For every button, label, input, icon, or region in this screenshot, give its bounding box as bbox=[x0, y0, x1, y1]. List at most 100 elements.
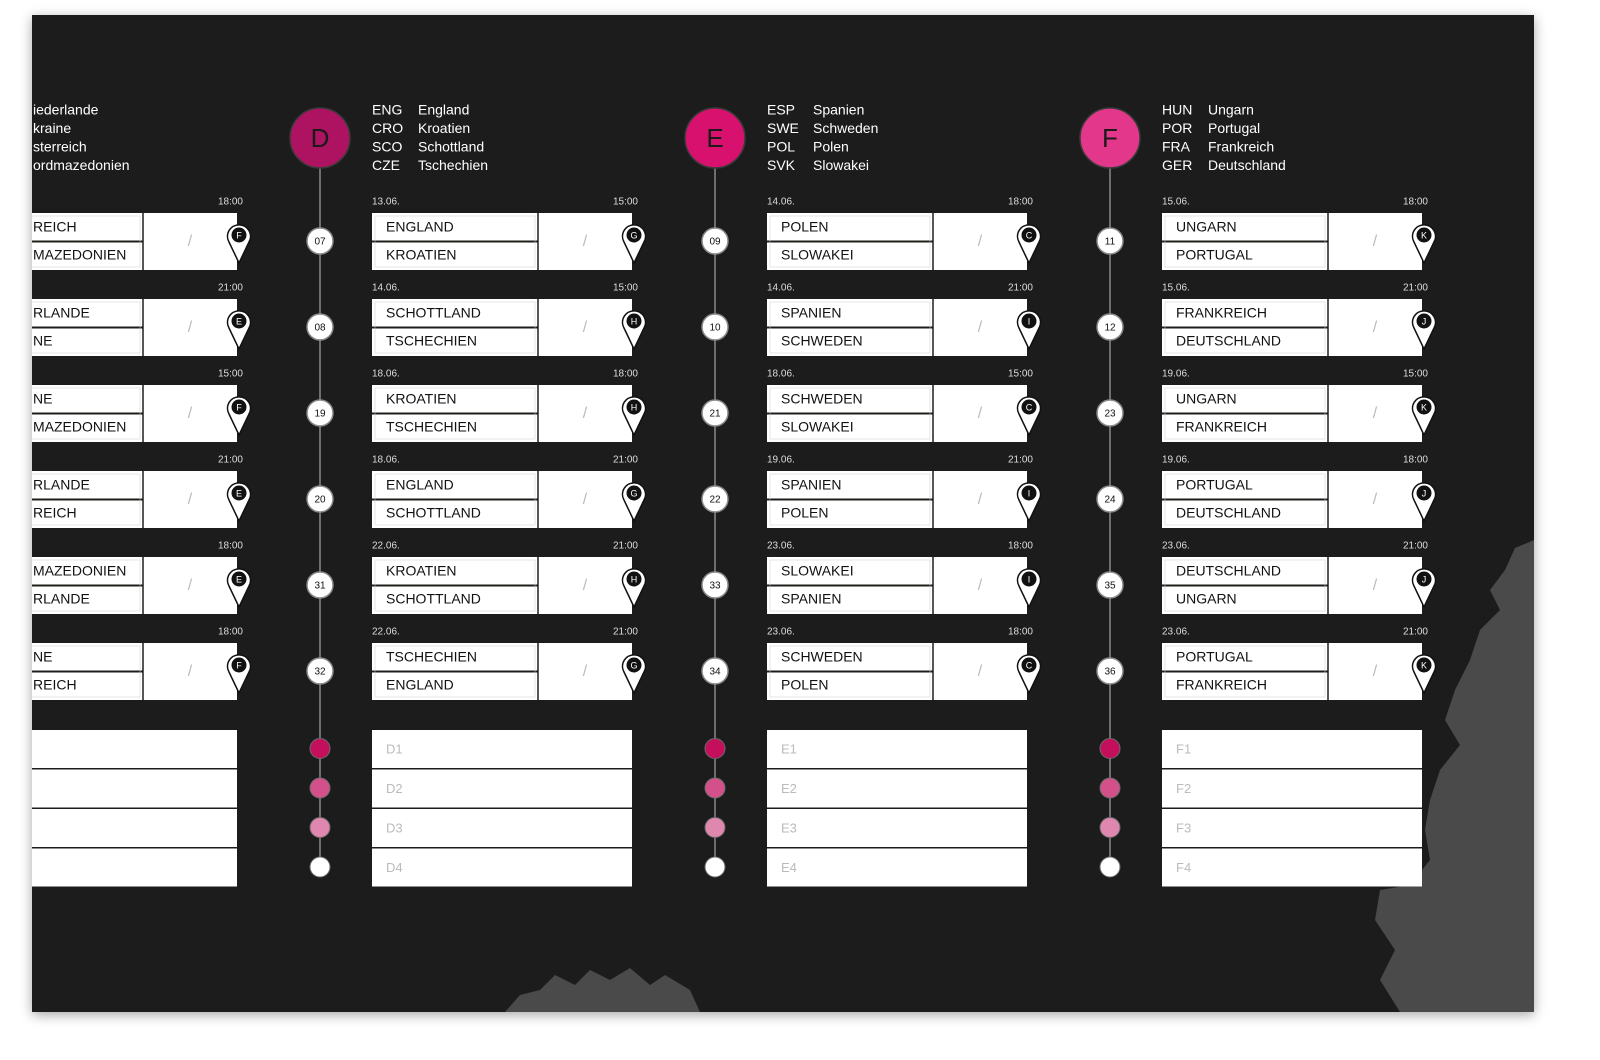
team-name: Spanien bbox=[813, 102, 864, 118]
match-date: 23.06. bbox=[1162, 541, 1190, 552]
match-date: 23.06. bbox=[767, 627, 795, 638]
match-number-badge bbox=[306, 485, 334, 513]
match-date: 15.06. bbox=[1162, 197, 1190, 208]
team-cell-outline bbox=[769, 645, 931, 698]
score-separator: / bbox=[583, 491, 588, 508]
home-team: UNGARN bbox=[1176, 391, 1237, 407]
venue-pin-dot bbox=[1021, 399, 1037, 415]
match-number: 32 bbox=[314, 667, 326, 678]
match-time: 18:00 bbox=[1008, 627, 1033, 638]
score-separator: / bbox=[188, 405, 193, 422]
standing-dot bbox=[1099, 738, 1121, 759]
home-team: PORTUGAL bbox=[1176, 649, 1253, 665]
team-name: iederlande bbox=[33, 102, 99, 118]
home-team: RLANDE bbox=[33, 477, 90, 493]
team-name: England bbox=[418, 102, 469, 118]
match-number-badge bbox=[306, 227, 334, 255]
standing-box bbox=[32, 848, 237, 887]
venue-letter: K bbox=[1421, 402, 1427, 412]
team-name: Tschechien bbox=[418, 157, 488, 173]
team-cell-outline bbox=[32, 645, 141, 698]
venue-pin-dot bbox=[626, 571, 642, 587]
score-separator: / bbox=[978, 233, 983, 250]
score-separator: / bbox=[583, 577, 588, 594]
venue-letter: G bbox=[630, 660, 637, 670]
venue-letter: G bbox=[630, 488, 637, 498]
standing-label: E3 bbox=[781, 820, 797, 835]
home-team: SCHWEDEN bbox=[781, 391, 863, 407]
away-team: DEUTSCHLAND bbox=[1176, 333, 1281, 349]
venue-letter: H bbox=[631, 316, 638, 326]
map-islands bbox=[505, 968, 700, 1012]
venue-letter: C bbox=[1026, 402, 1033, 412]
venue-pin-dot bbox=[1021, 313, 1037, 329]
schedule: iederlande kraine sterreich ordmazedonien 18… bbox=[32, 102, 1437, 887]
standing-dot bbox=[309, 738, 331, 759]
score-separator: / bbox=[188, 577, 193, 594]
match-number: 09 bbox=[709, 237, 721, 248]
match-number: 36 bbox=[1104, 667, 1116, 678]
away-team: SCHOTTLAND bbox=[386, 591, 481, 607]
home-team: RLANDE bbox=[33, 305, 90, 321]
away-team: MAZEDONIEN bbox=[33, 247, 126, 263]
score-separator: / bbox=[978, 491, 983, 508]
team-cell-outline bbox=[374, 645, 536, 698]
team-cell-outline bbox=[1164, 559, 1326, 612]
home-team: SPANIEN bbox=[781, 305, 841, 321]
standing-box bbox=[1162, 809, 1422, 847]
match-number: 19 bbox=[314, 409, 326, 420]
venue-pin-dot bbox=[1416, 399, 1432, 415]
score-separator: / bbox=[188, 491, 193, 508]
venue-pin-dot bbox=[1416, 657, 1432, 673]
home-team: ENGLAND bbox=[386, 477, 454, 493]
score-separator: / bbox=[1373, 405, 1378, 422]
team-code: ESP bbox=[767, 102, 795, 118]
match-time: 21:00 bbox=[218, 283, 243, 294]
match-date: 15.06. bbox=[1162, 283, 1190, 294]
standing-label: E4 bbox=[781, 860, 797, 875]
away-team: TSCHECHIEN bbox=[386, 419, 477, 435]
standing-dot bbox=[309, 777, 331, 799]
group-badge bbox=[289, 107, 351, 169]
venue-letter: I bbox=[1028, 488, 1031, 498]
match-time: 21:00 bbox=[613, 627, 638, 638]
match-time: 21:00 bbox=[218, 455, 243, 466]
team-code: SVK bbox=[767, 157, 796, 173]
venue-letter: J bbox=[1422, 488, 1427, 498]
venue-letter: C bbox=[1026, 230, 1033, 240]
match-time: 21:00 bbox=[1403, 283, 1428, 294]
team-cell-outline bbox=[374, 301, 536, 354]
team-cell-outline bbox=[32, 559, 141, 612]
score-separator: / bbox=[1373, 491, 1378, 508]
match-time: 15:00 bbox=[218, 369, 243, 380]
standing-box bbox=[372, 809, 632, 847]
venue-letter: F bbox=[236, 402, 242, 412]
match-number-badge bbox=[701, 571, 729, 599]
venue-pin-dot bbox=[231, 571, 247, 587]
match-date: 22.06. bbox=[372, 541, 400, 552]
venue-pin-dot bbox=[1416, 313, 1432, 329]
score-separator: / bbox=[188, 233, 193, 250]
standing-box bbox=[767, 730, 1027, 768]
team-cell-outline bbox=[1164, 387, 1326, 440]
match-number: 12 bbox=[1104, 323, 1116, 334]
team-name: Schottland bbox=[418, 139, 484, 155]
match-number-badge bbox=[1096, 227, 1124, 255]
away-team: ENGLAND bbox=[386, 677, 454, 693]
venue-letter: E bbox=[236, 316, 242, 326]
match-date: 18.06. bbox=[372, 369, 400, 380]
standing-label: D1 bbox=[386, 741, 403, 756]
standing-label: E1 bbox=[781, 741, 797, 756]
venue-pin-dot bbox=[1021, 657, 1037, 673]
match-time: 18:00 bbox=[1008, 197, 1033, 208]
team-cell-outline bbox=[769, 301, 931, 354]
map-coast bbox=[1375, 540, 1534, 1012]
venue-pin-dot bbox=[1021, 227, 1037, 243]
standing-box bbox=[32, 809, 237, 847]
match-time: 21:00 bbox=[613, 541, 638, 552]
group-letter: E bbox=[706, 123, 723, 153]
venue-pin-dot bbox=[231, 657, 247, 673]
home-team: FRANKREICH bbox=[1176, 305, 1267, 321]
match-number: 31 bbox=[314, 581, 326, 592]
team-name: sterreich bbox=[33, 139, 87, 155]
